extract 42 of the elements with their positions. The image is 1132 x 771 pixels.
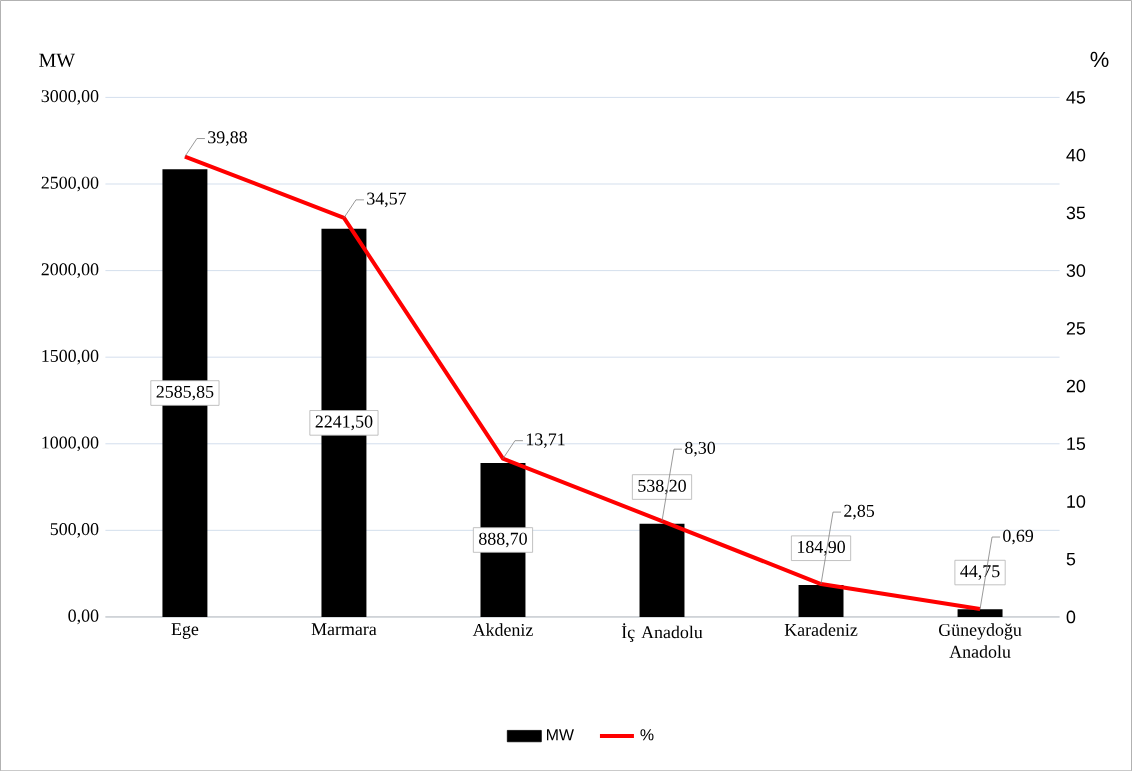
y-tick-label: 1000,00 (42, 436, 99, 451)
data-label: 538,20 (638, 479, 686, 495)
y2-tick-label: 35 (1066, 206, 1086, 220)
y2-tick-label: 0 (1066, 610, 1076, 624)
data-label: 888,70 (479, 532, 527, 548)
data-label: 13,71 (526, 433, 565, 448)
y2-tick-label: 40 (1066, 148, 1086, 162)
x-tick-label: Marmara (311, 623, 377, 636)
bar (957, 609, 1003, 617)
y2-tick-label: 5 (1066, 552, 1076, 566)
data-label: 44,75 (960, 565, 1000, 580)
legend-label: % (640, 729, 654, 741)
y-tick-label: 1500,00 (42, 349, 99, 365)
y-tick-label: 3000,00 (41, 89, 99, 105)
data-label: 0,69 (1003, 529, 1034, 545)
x-tick-label: İç Anadolu (621, 623, 703, 642)
x-tick-label: Akdeniz (472, 623, 533, 636)
y2-tick-label: 10 (1067, 494, 1086, 508)
y-tick-label: 2000,00 (41, 263, 99, 278)
y-axis-title: MW (39, 53, 76, 67)
data-label: 2241,50 (315, 415, 373, 431)
y-tick-label: 2500,00 (41, 176, 99, 192)
bar (639, 523, 685, 617)
legend-label: MW (547, 729, 574, 741)
y-tick-label: 500,00 (50, 522, 99, 538)
y2-tick-label: 20 (1066, 379, 1086, 393)
data-label: 2585,85 (156, 385, 214, 401)
x-tick-label: Karadeniz (784, 623, 858, 636)
y-tick-label: 0,00 (68, 609, 99, 625)
x-tick-label: Ege (171, 623, 199, 639)
data-label: 2,85 (844, 504, 875, 520)
y2-tick-label: 45 (1066, 91, 1086, 104)
y2-tick-label: 15 (1067, 437, 1086, 450)
data-label: 39,88 (208, 131, 247, 146)
y2-tick-label: 25 (1066, 321, 1086, 335)
y2-axis-title: % (1090, 51, 1109, 67)
bar (798, 584, 844, 617)
data-label: 8,30 (685, 441, 716, 457)
y2-tick-label: 30 (1066, 264, 1086, 277)
x-tick-label: Güneydoğu Anadolu (939, 623, 1022, 658)
data-label: 184,90 (797, 540, 845, 556)
data-label: 34,57 (367, 192, 407, 207)
